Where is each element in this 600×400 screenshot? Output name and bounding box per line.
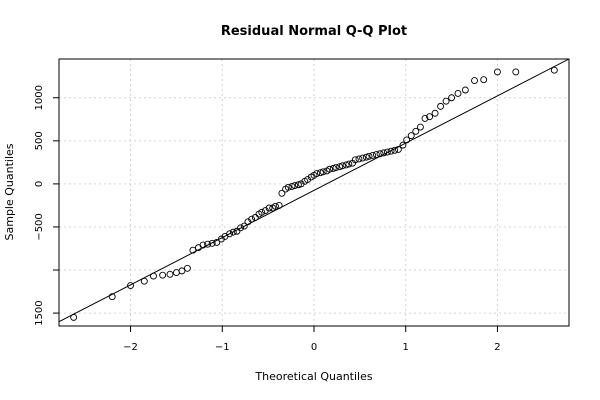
data-point xyxy=(229,228,237,236)
data-point xyxy=(383,148,391,156)
data-point xyxy=(208,239,216,247)
x-tick-label: −2 xyxy=(123,342,138,353)
x-tick-label: 0 xyxy=(311,342,317,353)
data-point xyxy=(448,94,456,102)
data-point xyxy=(437,102,445,110)
x-tick-label: 1 xyxy=(403,342,409,353)
x-tick-label: 2 xyxy=(494,342,500,353)
data-point xyxy=(258,208,266,216)
reference-line-layer xyxy=(59,59,569,323)
data-point xyxy=(431,109,439,117)
data-point xyxy=(226,230,234,238)
data-point xyxy=(288,183,296,190)
data-point xyxy=(189,246,197,254)
y-tick-label: −500 xyxy=(34,213,45,240)
data-point xyxy=(355,155,363,163)
data-point xyxy=(461,86,469,94)
data-point xyxy=(326,165,334,173)
data-point xyxy=(199,241,207,249)
data-point xyxy=(140,277,148,285)
data-point xyxy=(376,150,384,158)
data-point xyxy=(70,313,78,321)
data-point xyxy=(272,202,279,210)
data-point xyxy=(183,264,191,272)
data-point xyxy=(204,240,212,248)
data-point xyxy=(278,189,286,197)
chart-title: Residual Normal Q-Q Plot xyxy=(221,24,407,39)
y-tick-label: 0 xyxy=(34,181,45,187)
data-point xyxy=(251,214,259,221)
data-point xyxy=(399,141,407,149)
data-point xyxy=(166,270,174,278)
data-point xyxy=(108,293,116,301)
data-point xyxy=(351,156,359,164)
x-tick-label: −1 xyxy=(215,342,230,353)
data-point xyxy=(480,76,488,84)
data-point xyxy=(394,145,402,153)
data-point xyxy=(159,271,167,279)
data-point xyxy=(362,153,370,161)
data-point xyxy=(421,114,429,122)
data-point xyxy=(233,227,241,235)
data-point xyxy=(313,170,321,178)
data-point xyxy=(240,222,248,230)
data-point xyxy=(454,90,462,97)
reference-line xyxy=(59,59,569,323)
data-point xyxy=(248,215,256,223)
data-point xyxy=(359,154,367,162)
data-point xyxy=(291,182,299,190)
data-point xyxy=(550,66,558,74)
data-point xyxy=(294,181,302,189)
data-point xyxy=(407,132,415,140)
data-point xyxy=(275,201,283,209)
data-point xyxy=(369,152,377,159)
grid xyxy=(59,59,569,326)
data-point xyxy=(387,147,395,155)
data-point xyxy=(471,77,478,84)
plot-frame xyxy=(58,58,570,327)
data-point xyxy=(512,68,520,76)
y-tick-label: 1500 xyxy=(34,300,45,325)
data-point xyxy=(345,160,353,168)
data-point xyxy=(365,152,373,160)
data-point xyxy=(342,161,350,169)
data-point xyxy=(403,136,411,144)
data-point xyxy=(237,224,245,232)
data-point xyxy=(336,163,344,171)
data-point xyxy=(316,169,324,177)
data-point xyxy=(284,183,292,191)
data-point xyxy=(319,168,327,176)
data-point xyxy=(372,151,380,159)
x-axis-label: Theoretical Quantiles xyxy=(254,370,372,383)
data-point xyxy=(426,113,434,121)
data-point xyxy=(416,123,424,131)
data-point xyxy=(391,146,399,154)
y-tick-label: 1000 xyxy=(34,85,45,110)
data-point xyxy=(178,267,186,275)
data-point xyxy=(213,239,221,246)
point-layer xyxy=(70,66,558,321)
data-point xyxy=(329,164,337,172)
data-point xyxy=(442,97,450,105)
data-point xyxy=(332,164,340,171)
data-point xyxy=(265,204,273,212)
data-point xyxy=(127,282,134,289)
y-tick-label: 500 xyxy=(34,131,45,150)
data-point xyxy=(412,127,420,135)
data-point xyxy=(338,162,346,170)
y-axis-label: Sample Quantiles xyxy=(3,143,16,240)
data-point xyxy=(494,68,501,76)
data-point xyxy=(150,272,157,280)
data-point xyxy=(380,149,388,157)
